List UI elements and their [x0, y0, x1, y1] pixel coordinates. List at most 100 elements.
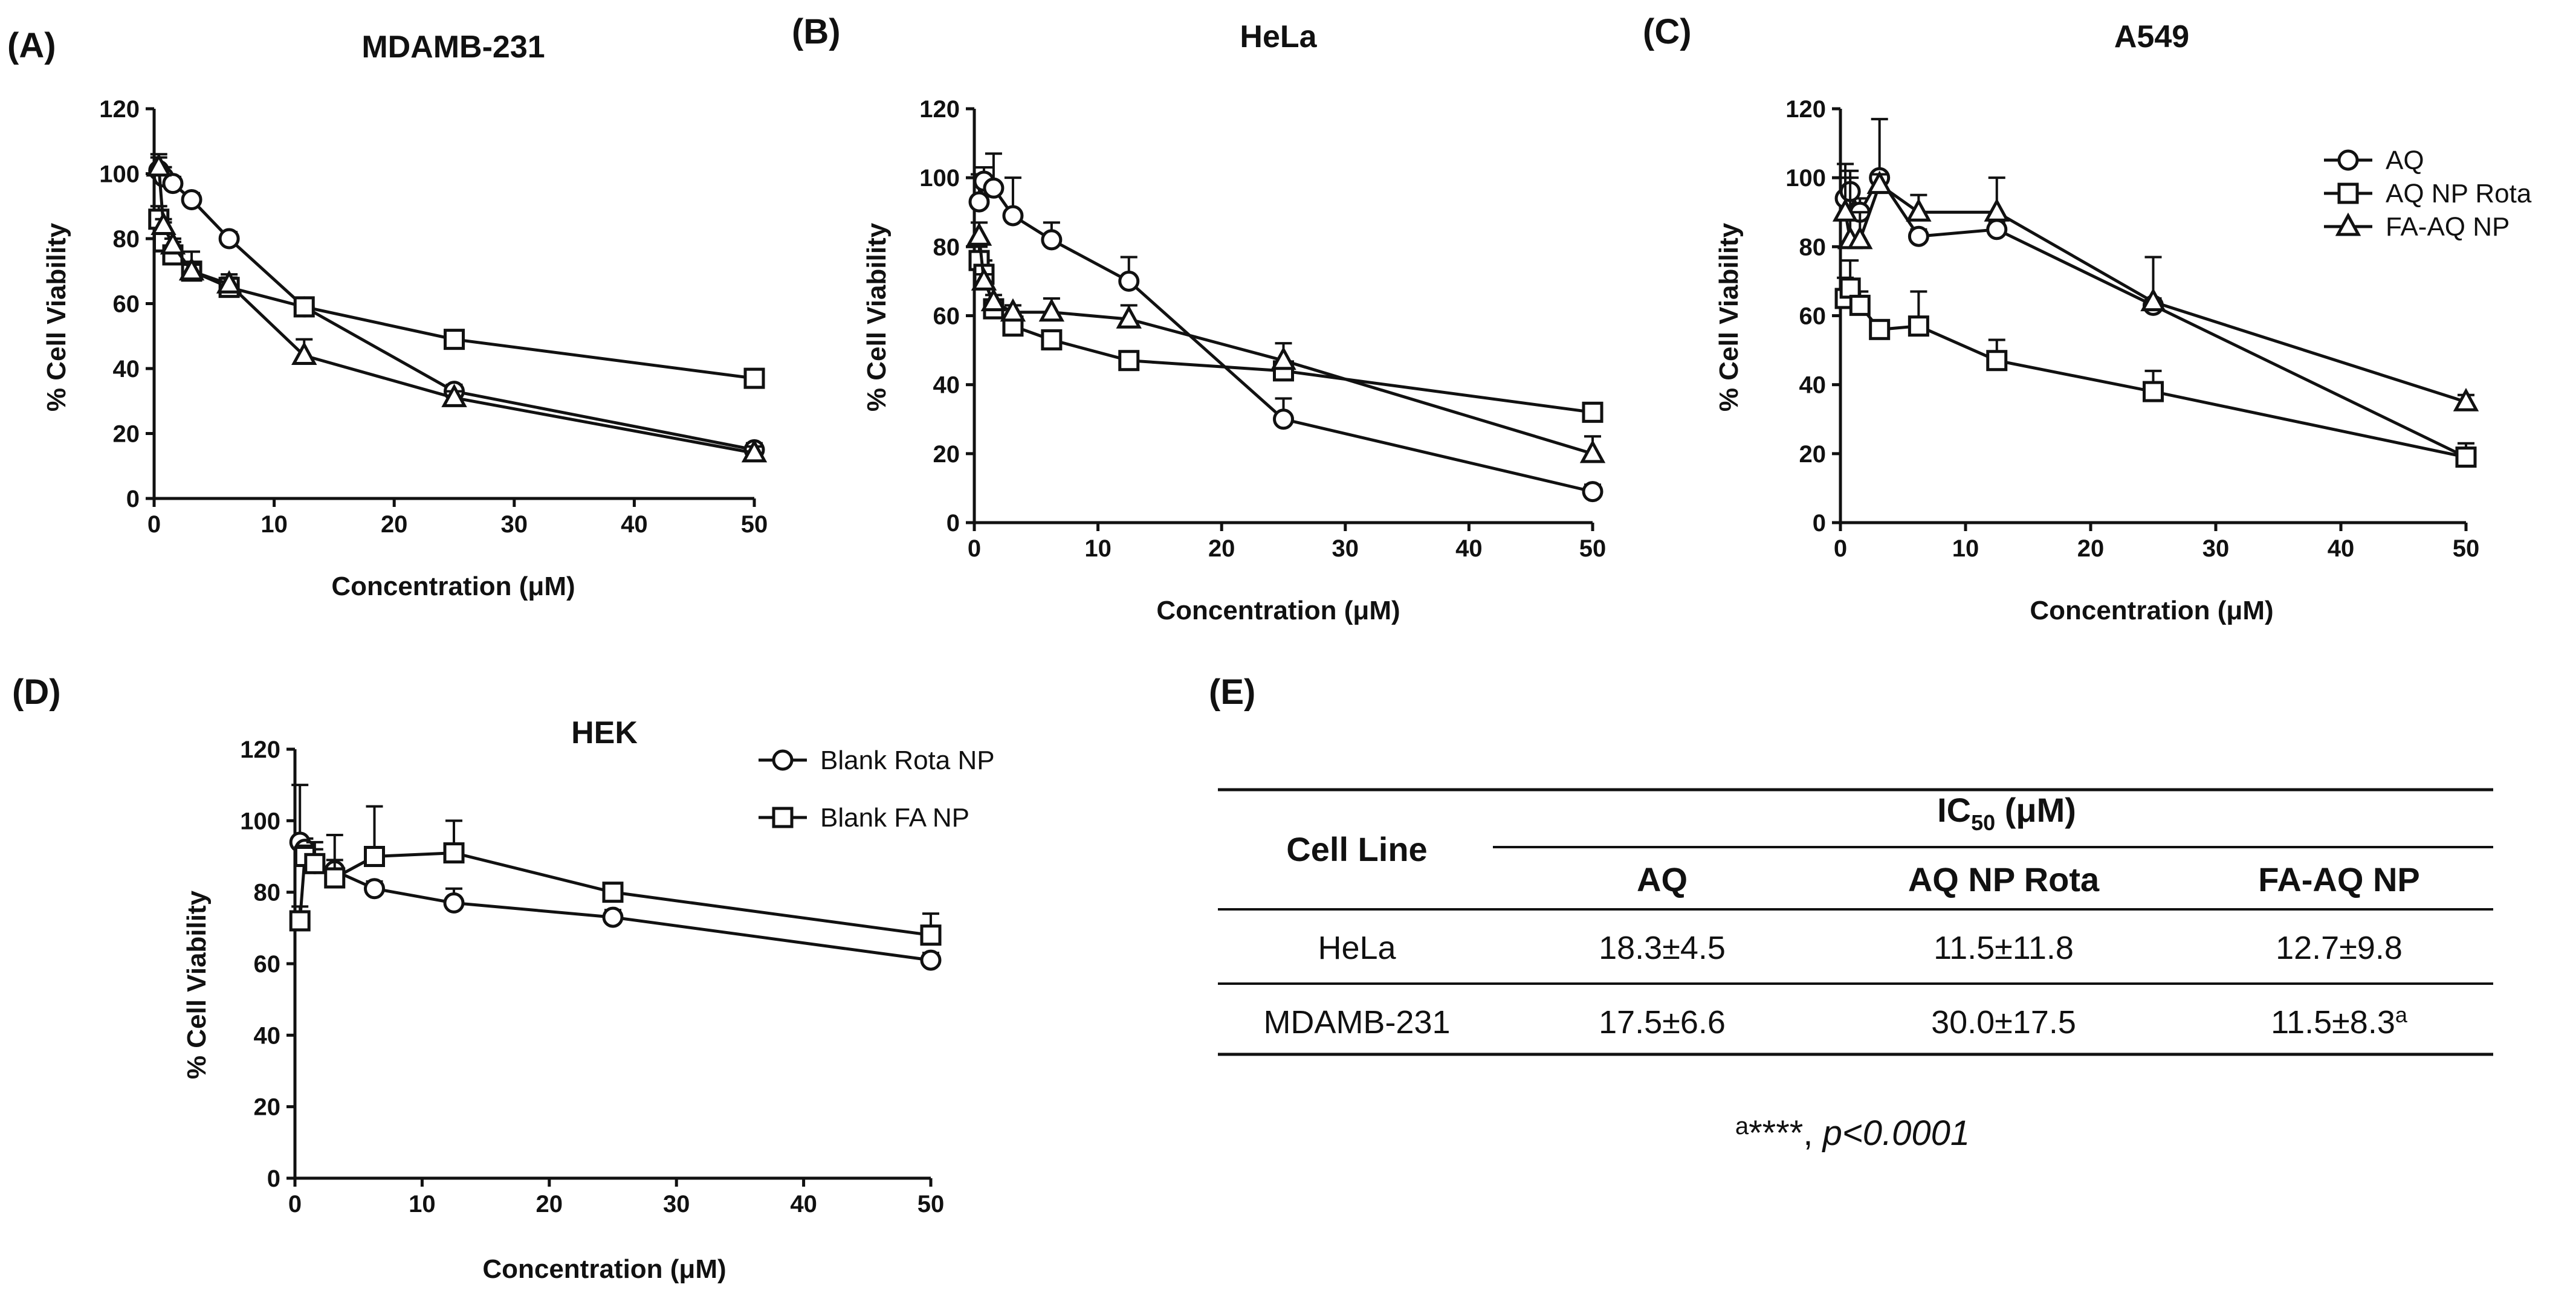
data-point: [920, 924, 942, 946]
data-point: [1582, 481, 1604, 503]
data-point: [966, 222, 992, 246]
data-point: [291, 341, 317, 365]
x-tick-label: 50: [741, 511, 768, 538]
series-square: [968, 245, 1604, 423]
y-tick-label: 20: [933, 441, 960, 468]
x-tick-label: 30: [1332, 535, 1359, 562]
panel-e-table: (E) Cell Line IC50 (μM) AQ AQ NP Rota FA…: [1209, 672, 2493, 1153]
table-col-fa-aq-np: FA-AQ NP: [2258, 860, 2420, 898]
legend-marker-triangle: [2335, 212, 2361, 236]
data-point: [1118, 270, 1140, 292]
data-point: [1866, 170, 1892, 195]
x-tick-label: 50: [1579, 535, 1607, 562]
y-tick-label: 0: [1813, 510, 1826, 537]
data-point: [1273, 408, 1294, 430]
table-footnote: a****, p<0.0001: [1735, 1113, 1970, 1153]
legend-marker-circle: [2337, 149, 2359, 171]
table-row: HeLa 18.3±4.5 11.5±11.8 12.7±9.8: [1318, 930, 2402, 966]
x-tick-label: 0: [968, 535, 981, 562]
panel-c-ylabel: % Cell Viability: [1714, 222, 1744, 411]
y-tick-label: 0: [267, 1166, 280, 1192]
y-tick-label: 20: [1799, 441, 1827, 468]
data-point: [1847, 225, 1873, 250]
panel-c-plot: 0 10 20 30 40 50 0 20 40 60 80 100 120 AQ AQ NP Rota FA…: [1785, 96, 2532, 562]
table-header-cell-line: Cell Line: [1286, 830, 1427, 868]
panel-a-plot: 0 10 20 30 40 50 0 20 40 60 80 100 120: [99, 96, 768, 538]
y-tick-label: 20: [113, 421, 140, 448]
y-tick-label: 100: [1785, 165, 1826, 192]
panel-b-xlabel: Concentration (μM): [1156, 596, 1400, 625]
data-point: [1000, 298, 1026, 322]
legend: AQ AQ NP Rota FA-AQ NP: [2324, 146, 2532, 242]
data-point: [971, 267, 997, 291]
legend-label: AQ: [2386, 146, 2424, 175]
data-point: [1908, 315, 1929, 337]
series-circle: [968, 152, 1604, 503]
data-point: [324, 867, 346, 889]
data-point: [1839, 277, 1861, 299]
legend-label: FA-AQ NP: [2386, 212, 2510, 242]
x-tick-label: 40: [621, 511, 648, 538]
table-col-aq-np-rota: AQ NP Rota: [1908, 860, 2100, 898]
y-tick-label: 80: [933, 234, 960, 260]
x-tick-label: 0: [288, 1191, 302, 1217]
panel-a-xlabel: Concentration (μM): [331, 572, 575, 601]
data-point: [364, 878, 385, 900]
x-tick-label: 40: [1455, 535, 1483, 562]
series-line: [157, 169, 755, 451]
x-tick-label: 20: [381, 511, 408, 538]
data-point: [980, 288, 1007, 312]
data-point: [602, 882, 624, 903]
y-tick-label: 80: [1799, 234, 1827, 260]
data-point: [1984, 198, 2010, 222]
y-tick-label: 100: [99, 161, 140, 188]
y-tick-label: 40: [254, 1022, 281, 1049]
table-col-aq: AQ: [1637, 860, 1688, 898]
panel-b: (B) HeLa % Cell Viability Concentration …: [792, 12, 1606, 625]
table-cell: 17.5±6.6: [1599, 1004, 1726, 1040]
legend-label: Blank Rota NP: [820, 746, 995, 775]
y-tick-label: 80: [113, 226, 140, 253]
table-cell: 12.7±9.8: [2276, 930, 2403, 966]
legend: Blank Rota NP Blank FA NP: [759, 746, 995, 833]
table-cell: HeLa: [1318, 930, 1396, 966]
panel-b-plot: 0 10 20 30 40 50 0 20 40 60 80 100 120: [919, 96, 1606, 562]
x-tick-label: 50: [917, 1191, 945, 1217]
panel-a-tag: (A): [7, 26, 56, 65]
series-triangle: [146, 153, 768, 463]
y-tick-label: 60: [254, 951, 281, 978]
data-point: [741, 439, 768, 463]
data-point: [983, 177, 1005, 199]
y-tick-label: 100: [919, 165, 960, 192]
x-tick-label: 20: [2077, 535, 2105, 562]
data-point: [1041, 329, 1063, 350]
data-point: [1116, 305, 1142, 329]
data-point: [218, 228, 240, 250]
x-tick-label: 50: [2453, 535, 2480, 562]
table-cell: MDAMB-231: [1263, 1004, 1450, 1040]
x-tick-label: 30: [2202, 535, 2230, 562]
panel-c: (C) A549 % Cell Viability Concentration …: [1643, 12, 2532, 625]
panel-a-title: MDAMB-231: [361, 30, 545, 65]
x-tick-label: 40: [2328, 535, 2355, 562]
y-tick-label: 120: [99, 96, 140, 123]
data-point: [146, 153, 172, 177]
panel-b-title: HeLa: [1240, 19, 1317, 54]
table-cell: 11.5±11.8: [1934, 930, 2074, 966]
data-point: [162, 173, 184, 195]
data-point: [2143, 381, 2164, 402]
x-tick-label: 30: [501, 511, 528, 538]
panel-a-ylabel: % Cell Viability: [42, 222, 71, 411]
panel-b-tag: (B): [792, 12, 841, 51]
data-point: [1986, 219, 2008, 240]
y-tick-label: 100: [240, 808, 280, 834]
x-tick-label: 0: [1834, 535, 1847, 562]
x-tick-label: 10: [409, 1191, 436, 1217]
data-point: [289, 910, 311, 932]
panel-a: (A) MDAMB-231 % Cell Viability Concentra…: [7, 26, 768, 601]
data-point: [1986, 350, 2008, 372]
series-line: [977, 260, 1593, 414]
y-tick-label: 40: [1799, 372, 1827, 399]
y-tick-label: 60: [1799, 303, 1827, 330]
